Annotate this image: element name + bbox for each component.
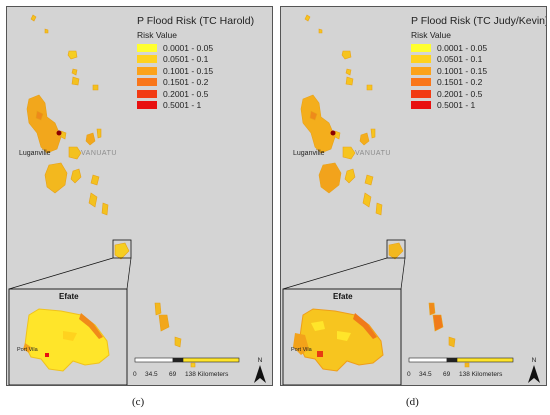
legend-swatch [411, 101, 431, 110]
legend-swatch [137, 101, 157, 110]
legend-item: 0.5001 - 1 [411, 100, 546, 112]
scale-tick: 69 [169, 371, 177, 378]
legend-label: 0.0001 - 0.05 [437, 42, 488, 53]
legend-label: 0.1501 - 0.2 [163, 77, 209, 88]
legend-swatch [411, 66, 431, 75]
scale-bar: 0 34.5 69 138 Kilometers [407, 346, 527, 378]
inset-title: Efate [333, 292, 353, 301]
luganville-marker [330, 130, 336, 136]
legend-label: 0.5001 - 1 [163, 100, 202, 111]
efate-inset-island [23, 308, 110, 372]
legend-swatch [137, 66, 157, 75]
legend-swatch [137, 55, 157, 64]
legend-item: 0.0501 - 0.1 [137, 54, 272, 66]
legend-label: 0.2001 - 0.5 [437, 88, 483, 99]
efate-inset-island [293, 308, 384, 372]
city-label: Luganville [293, 150, 325, 157]
legend-subtitle: Risk Value [137, 30, 177, 40]
inset-city-label: Port Vila [17, 347, 38, 353]
legend-swatch [411, 43, 431, 52]
islands-main [300, 14, 470, 368]
city-label: Luganville [19, 150, 51, 157]
legend-c: P Flood Risk (TC Harold) Risk Value 0.00… [137, 15, 272, 111]
legend-item: 0.2001 - 0.5 [137, 88, 272, 100]
inset-title: Efate [59, 292, 79, 301]
legend-title: P Flood Risk (TC Judy/Kevin) [411, 15, 547, 27]
legend-subtitle: Risk Value [411, 30, 451, 40]
inset-city-label: Port Vila [291, 347, 312, 353]
country-label: VANUATU [81, 150, 117, 157]
vanuatu-map-d [282, 14, 470, 385]
legend-d: P Flood Risk (TC Judy/Kevin) Risk Value … [411, 15, 546, 111]
vanuatu-map-c [8, 14, 196, 385]
north-arrow-icon: N [526, 357, 542, 385]
legend-swatch [411, 55, 431, 64]
legend-label: 0.0501 - 0.1 [437, 54, 483, 65]
caption-c: (c) [132, 396, 145, 408]
legend-title: P Flood Risk (TC Harold) [137, 15, 255, 27]
legend-swatch [411, 89, 431, 98]
legend-item: 0.1501 - 0.2 [137, 77, 272, 89]
legend-swatch [137, 89, 157, 98]
caption-d: (d) [406, 396, 419, 408]
legend-item: 0.0001 - 0.05 [411, 42, 546, 54]
scale-tick: 34.5 [419, 371, 432, 378]
legend-swatch [411, 78, 431, 87]
legend-label: 0.5001 - 1 [437, 100, 476, 111]
islands-main [26, 14, 196, 368]
legend-label: 0.1001 - 0.15 [163, 65, 214, 76]
scale-tick: 34.5 [145, 371, 158, 378]
inset-locator-box [386, 239, 406, 259]
north-label: N [531, 357, 537, 364]
inset-locator-box [112, 239, 132, 259]
map-panel-c: P Flood Risk (TC Harold) Risk Value 0.00… [6, 6, 273, 386]
legend-label: 0.0001 - 0.05 [163, 42, 214, 53]
scale-tick: 138 Kilometers [459, 371, 503, 378]
legend-label: 0.1001 - 0.15 [437, 65, 488, 76]
map-panel-d: P Flood Risk (TC Judy/Kevin) Risk Value … [280, 6, 547, 386]
scale-bar: 0 34.5 69 138 Kilometers [133, 346, 253, 378]
legend-label: 0.2001 - 0.5 [163, 88, 209, 99]
legend-label: 0.1501 - 0.2 [437, 77, 483, 88]
legend-swatch [137, 78, 157, 87]
legend-item: 0.0501 - 0.1 [411, 54, 546, 66]
legend-item: 0.1501 - 0.2 [411, 77, 546, 89]
legend-swatch [137, 43, 157, 52]
legend-item: 0.1001 - 0.15 [137, 65, 272, 77]
legend-label: 0.0501 - 0.1 [163, 54, 209, 65]
scale-tick: 0 [133, 371, 137, 378]
legend-item: 0.2001 - 0.5 [411, 88, 546, 100]
luganville-marker [56, 130, 62, 136]
legend-item: 0.5001 - 1 [137, 100, 272, 112]
scale-tick: 138 Kilometers [185, 371, 229, 378]
scale-tick: 69 [443, 371, 451, 378]
north-arrow-icon: N [252, 357, 268, 385]
north-label: N [257, 357, 263, 364]
country-label: VANUATU [355, 150, 391, 157]
legend-item: 0.0001 - 0.05 [137, 42, 272, 54]
legend-item: 0.1001 - 0.15 [411, 65, 546, 77]
scale-tick: 0 [407, 371, 411, 378]
